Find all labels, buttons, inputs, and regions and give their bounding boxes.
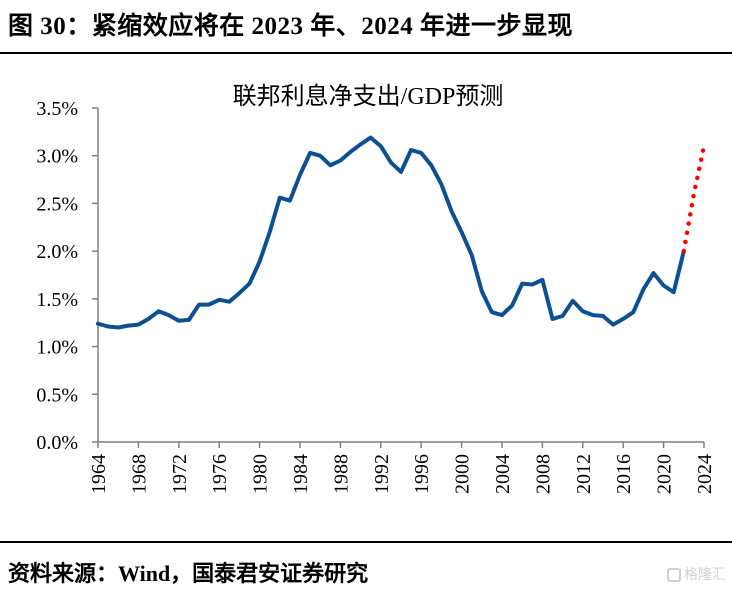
watermark-logo-icon bbox=[667, 568, 681, 582]
chart-series bbox=[96, 135, 707, 330]
x-tick-label: 1968 bbox=[128, 454, 150, 494]
x-tick-label: 2016 bbox=[613, 454, 635, 494]
chart-axes bbox=[97, 108, 704, 443]
y-tick-label: 3.0% bbox=[36, 146, 78, 168]
watermark-text: 格隆汇 bbox=[684, 567, 726, 583]
figure-title: 图 30：紧缩效应将在 2023 年、2024 年进一步显现 bbox=[8, 13, 574, 40]
y-tick-label: 1.5% bbox=[36, 289, 78, 311]
x-tick-label: 2012 bbox=[573, 454, 595, 494]
chart-title: 联邦利息净支出/GDP预测 bbox=[233, 83, 504, 110]
line-chart: 联邦利息净支出/GDP预测 0.0% 0.5% 1.0% 1.5% 2.0% 2.5% 3.… bbox=[36, 83, 716, 494]
y-tick-label: 2.0% bbox=[36, 241, 78, 263]
x-tick-label: 1964 bbox=[88, 454, 110, 494]
x-tick-label: 1972 bbox=[169, 454, 191, 494]
actual-series-line bbox=[96, 135, 686, 330]
watermark: 格隆汇 bbox=[667, 564, 726, 584]
x-tick-label: 1984 bbox=[290, 454, 312, 494]
x-tick-label: 1980 bbox=[250, 454, 272, 494]
x-tick-label: 2000 bbox=[452, 454, 474, 494]
bottom-divider bbox=[0, 541, 732, 543]
x-tick-label: 1976 bbox=[209, 454, 231, 494]
x-tick-label: 1988 bbox=[330, 454, 352, 494]
x-tick-label: 2024 bbox=[694, 454, 716, 494]
y-tick-label: 3.5% bbox=[36, 98, 78, 120]
forecast-series-dotted-line bbox=[681, 143, 707, 254]
y-axis-ticks: 0.0% 0.5% 1.0% 1.5% 2.0% 2.5% 3.0% 3.5% bbox=[36, 98, 98, 454]
x-tick-label: 2008 bbox=[532, 454, 554, 494]
y-tick-label: 1.0% bbox=[36, 337, 78, 359]
top-divider bbox=[0, 52, 732, 54]
x-tick-label: 2004 bbox=[492, 454, 514, 494]
y-tick-label: 2.5% bbox=[36, 193, 78, 215]
source-note: 资料来源：Wind，国泰君安证券研究 bbox=[8, 561, 369, 586]
x-tick-label: 1992 bbox=[371, 454, 393, 494]
x-tick-label: 2020 bbox=[654, 454, 676, 494]
x-tick-label: 1996 bbox=[411, 454, 433, 494]
y-tick-label: 0.5% bbox=[36, 384, 78, 406]
x-axis-ticks: 1964 1968 1972 1976 1980 1984 1988 1992 1996 2000… bbox=[88, 442, 716, 494]
y-tick-label: 0.0% bbox=[36, 432, 78, 454]
